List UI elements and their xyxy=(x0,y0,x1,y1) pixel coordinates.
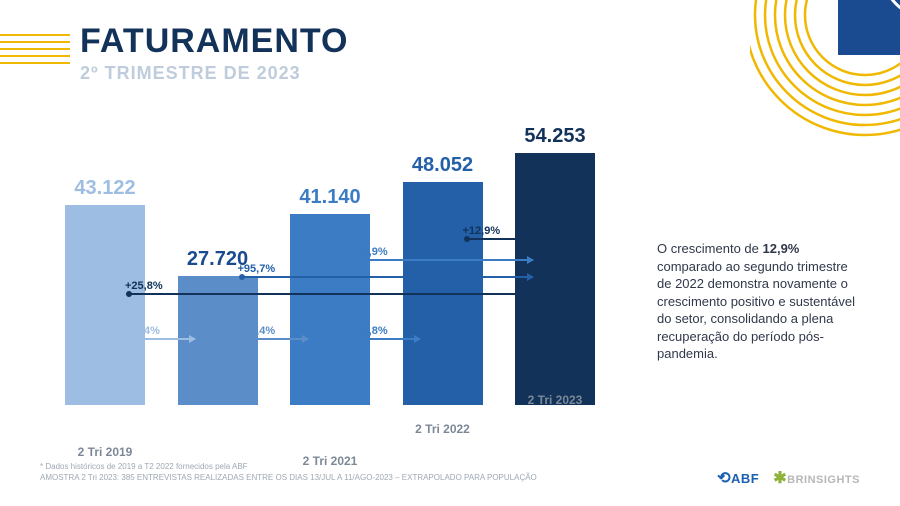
bar-3: 48.0522 Tri 2022 xyxy=(398,154,488,405)
bar-value-label: 48.052 xyxy=(412,154,473,177)
bar-1: 27.7202 Tri 2020 xyxy=(173,248,263,405)
corner-decoration xyxy=(750,0,900,140)
title-block: FATURAMENTO 2º TRIMESTRE DE 2023 xyxy=(80,22,349,84)
page-subtitle: 2º TRIMESTRE DE 2023 xyxy=(80,63,349,84)
bar-value-label: 43.122 xyxy=(74,177,135,200)
logo-strip: ⟲ABF ✱BRINSIGHTS xyxy=(717,468,860,488)
bar-rect xyxy=(290,214,370,405)
footnote-line2: AMOSTRA 2 Tri 2023: 385 ENTREVISTAS REAL… xyxy=(40,473,537,484)
bar-value-label: 54.253 xyxy=(524,125,585,148)
bar-category-label: 2 Tri 2019 xyxy=(50,445,160,459)
slide: { "title": { "main": "FATURAMENTO", "sub… xyxy=(0,0,900,506)
logo-abf: ⟲ABF xyxy=(717,468,759,488)
bar-0: 43.1222 Tri 2019 xyxy=(60,177,150,405)
bar-rect xyxy=(65,205,145,405)
bar-value-label: 41.140 xyxy=(299,186,360,209)
bar-value-label: 27.720 xyxy=(187,248,248,271)
sidetext-bold: 12,9% xyxy=(763,241,800,256)
page-title: FATURAMENTO xyxy=(80,22,349,61)
side-commentary: O crescimento de 12,9% comparado ao segu… xyxy=(657,240,862,363)
sidetext-prefix: O crescimento de xyxy=(657,241,763,256)
bar-rect xyxy=(403,182,483,405)
left-decor-lines xyxy=(0,34,70,69)
bar-2: 41.1402 Tri 2021 xyxy=(285,186,375,405)
bar-category-label: 2 Tri 2023 xyxy=(500,393,610,407)
bar-4: 54.2532 Tri 2023 xyxy=(510,125,600,405)
bar-category-label: 2 Tri 2022 xyxy=(388,422,498,436)
bar-chart: 43.1222 Tri 2019 27.7202 Tri 202041.1402 … xyxy=(60,145,600,405)
bar-rect xyxy=(515,153,595,405)
footnotes: * Dados históricos de 2019 a T2 2022 for… xyxy=(40,462,537,484)
sidetext-suffix: comparado ao segundo trimestre de 2022 d… xyxy=(657,259,855,362)
logo-brinsights: ✱BRINSIGHTS xyxy=(773,468,860,488)
footnote-line1: * Dados históricos de 2019 a T2 2022 for… xyxy=(40,462,537,473)
bar-rect xyxy=(178,276,258,405)
